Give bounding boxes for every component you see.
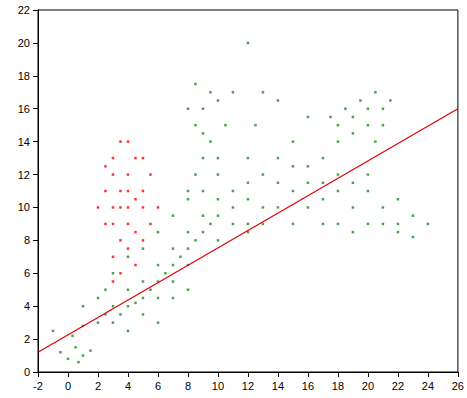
svg-text:14: 14: [18, 136, 30, 148]
svg-text:12: 12: [18, 169, 30, 181]
svg-text:10: 10: [18, 201, 30, 213]
svg-text:12: 12: [242, 380, 254, 392]
svg-text:16: 16: [302, 380, 314, 392]
svg-text:14: 14: [272, 380, 284, 392]
svg-text:24: 24: [422, 380, 434, 392]
svg-text:6: 6: [155, 380, 161, 392]
svg-text:4: 4: [125, 380, 131, 392]
svg-text:6: 6: [24, 267, 30, 279]
svg-text:8: 8: [24, 234, 30, 246]
svg-text:18: 18: [332, 380, 344, 392]
svg-text:18: 18: [18, 70, 30, 82]
svg-text:20: 20: [18, 37, 30, 49]
svg-text:16: 16: [18, 103, 30, 115]
svg-text:2: 2: [24, 333, 30, 345]
svg-text:2: 2: [95, 380, 101, 392]
svg-text:22: 22: [392, 380, 404, 392]
svg-text:4: 4: [24, 300, 30, 312]
svg-text:8: 8: [185, 380, 191, 392]
svg-text:22: 22: [18, 4, 30, 16]
svg-text:-2: -2: [33, 380, 43, 392]
svg-text:0: 0: [24, 366, 30, 378]
svg-text:20: 20: [362, 380, 374, 392]
svg-text:10: 10: [212, 380, 224, 392]
svg-text:26: 26: [452, 380, 464, 392]
svg-text:0: 0: [65, 380, 71, 392]
